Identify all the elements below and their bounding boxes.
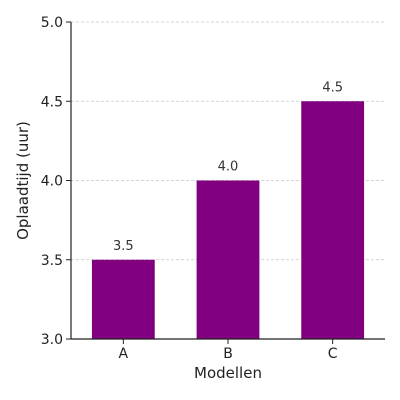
bar-a (91, 259, 155, 339)
y-tick-label: 3.5 (41, 253, 63, 269)
x-axis-title: Modellen (194, 364, 262, 382)
x-tick-label: B (223, 346, 233, 362)
bar-b (196, 180, 260, 339)
y-tick-label: 4.0 (41, 174, 63, 190)
bar-value-label: 4.5 (322, 80, 343, 95)
bar-c (301, 101, 365, 339)
bars-layer (91, 101, 365, 339)
axes-layer (66, 21, 385, 344)
y-tick-label: 3.0 (41, 332, 63, 348)
x-tick-label: C (328, 346, 338, 362)
x-tick-label: A (119, 346, 129, 362)
y-tick-label: 5.0 (41, 15, 63, 31)
y-tick-label: 4.5 (41, 94, 63, 110)
bar-value-label: 3.5 (113, 239, 134, 254)
y-axis-title: Oplaadtijd (uur) (14, 121, 32, 240)
labels-layer: 3.0 3.5 4.0 4.5 5.0 A 3.5 B 4.0 C 4.5 (41, 15, 343, 362)
bar-value-label: 4.0 (218, 160, 239, 175)
